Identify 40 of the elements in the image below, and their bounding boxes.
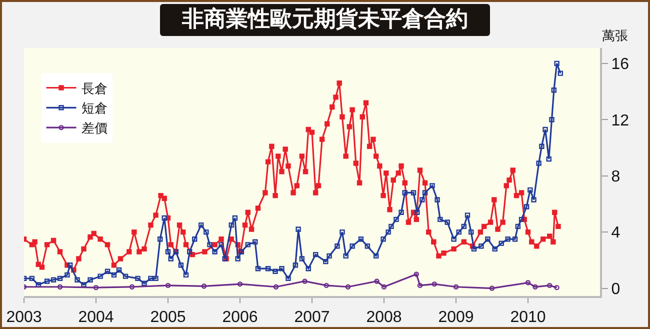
point <box>381 284 387 290</box>
point <box>345 284 351 290</box>
point <box>237 281 243 287</box>
x-tick-label: 2004 <box>78 309 114 326</box>
x-tick-label: 2010 <box>510 309 546 326</box>
point <box>93 284 99 290</box>
point <box>129 284 135 290</box>
y-tick-label: 4 <box>611 224 620 242</box>
x-tick-label: 2009 <box>438 309 474 326</box>
point <box>273 284 279 290</box>
y-tick-label: 16 <box>611 56 630 74</box>
point <box>532 284 538 290</box>
point <box>324 282 329 288</box>
point <box>489 286 495 291</box>
x-tick-label: 2008 <box>366 309 402 326</box>
x-tick-label: 2005 <box>150 309 186 326</box>
point <box>374 278 380 284</box>
point <box>554 284 560 290</box>
y-tick-label: 12 <box>611 112 630 130</box>
point <box>201 284 207 289</box>
x-tick-label: 2007 <box>294 309 330 326</box>
point <box>547 282 552 288</box>
y-tick-label: 8 <box>611 168 620 186</box>
line-series <box>24 272 560 291</box>
point <box>453 284 459 290</box>
legend-label: 長倉 <box>81 82 108 97</box>
legend-label: 差價 <box>81 122 108 137</box>
point <box>57 284 63 290</box>
y-tick-label: 0 <box>611 280 620 298</box>
point <box>525 280 531 286</box>
point <box>432 281 437 287</box>
point <box>414 272 419 277</box>
y-axis-title: 萬張 <box>602 29 628 44</box>
point <box>302 278 308 284</box>
x-tick-label: 2003 <box>6 309 42 326</box>
legend-label: 短倉 <box>81 102 108 117</box>
point <box>417 282 423 288</box>
x-tick-label: 2006 <box>222 309 258 326</box>
chart-title: 非商業性歐元期貨未平倉合約 <box>160 4 490 36</box>
point <box>165 282 171 288</box>
